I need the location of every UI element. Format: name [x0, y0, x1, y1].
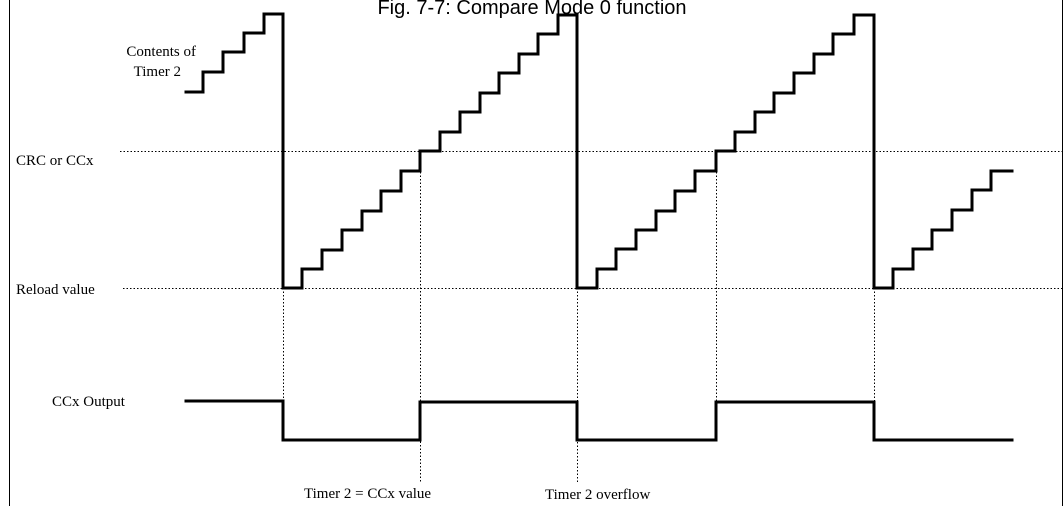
- label-timer-overflow: Timer 2 overflow: [545, 487, 650, 503]
- label-timer-equals-ccx: Timer 2 = CCx value: [304, 486, 431, 502]
- label-crc-or-ccx: CRC or CCx: [16, 153, 94, 169]
- label-ccx-output: CCx Output: [52, 394, 126, 410]
- timer2-counter-waveform: [184, 12, 1014, 290]
- label-reload-value: Reload value: [16, 282, 95, 298]
- figure-title: Fig. 7-7: Compare Mode 0 function: [377, 0, 686, 19]
- label-contents-of: Contents of: [126, 44, 196, 60]
- label-timer2: Timer 2: [134, 64, 181, 80]
- ccx-output-waveform: [184, 399, 1014, 442]
